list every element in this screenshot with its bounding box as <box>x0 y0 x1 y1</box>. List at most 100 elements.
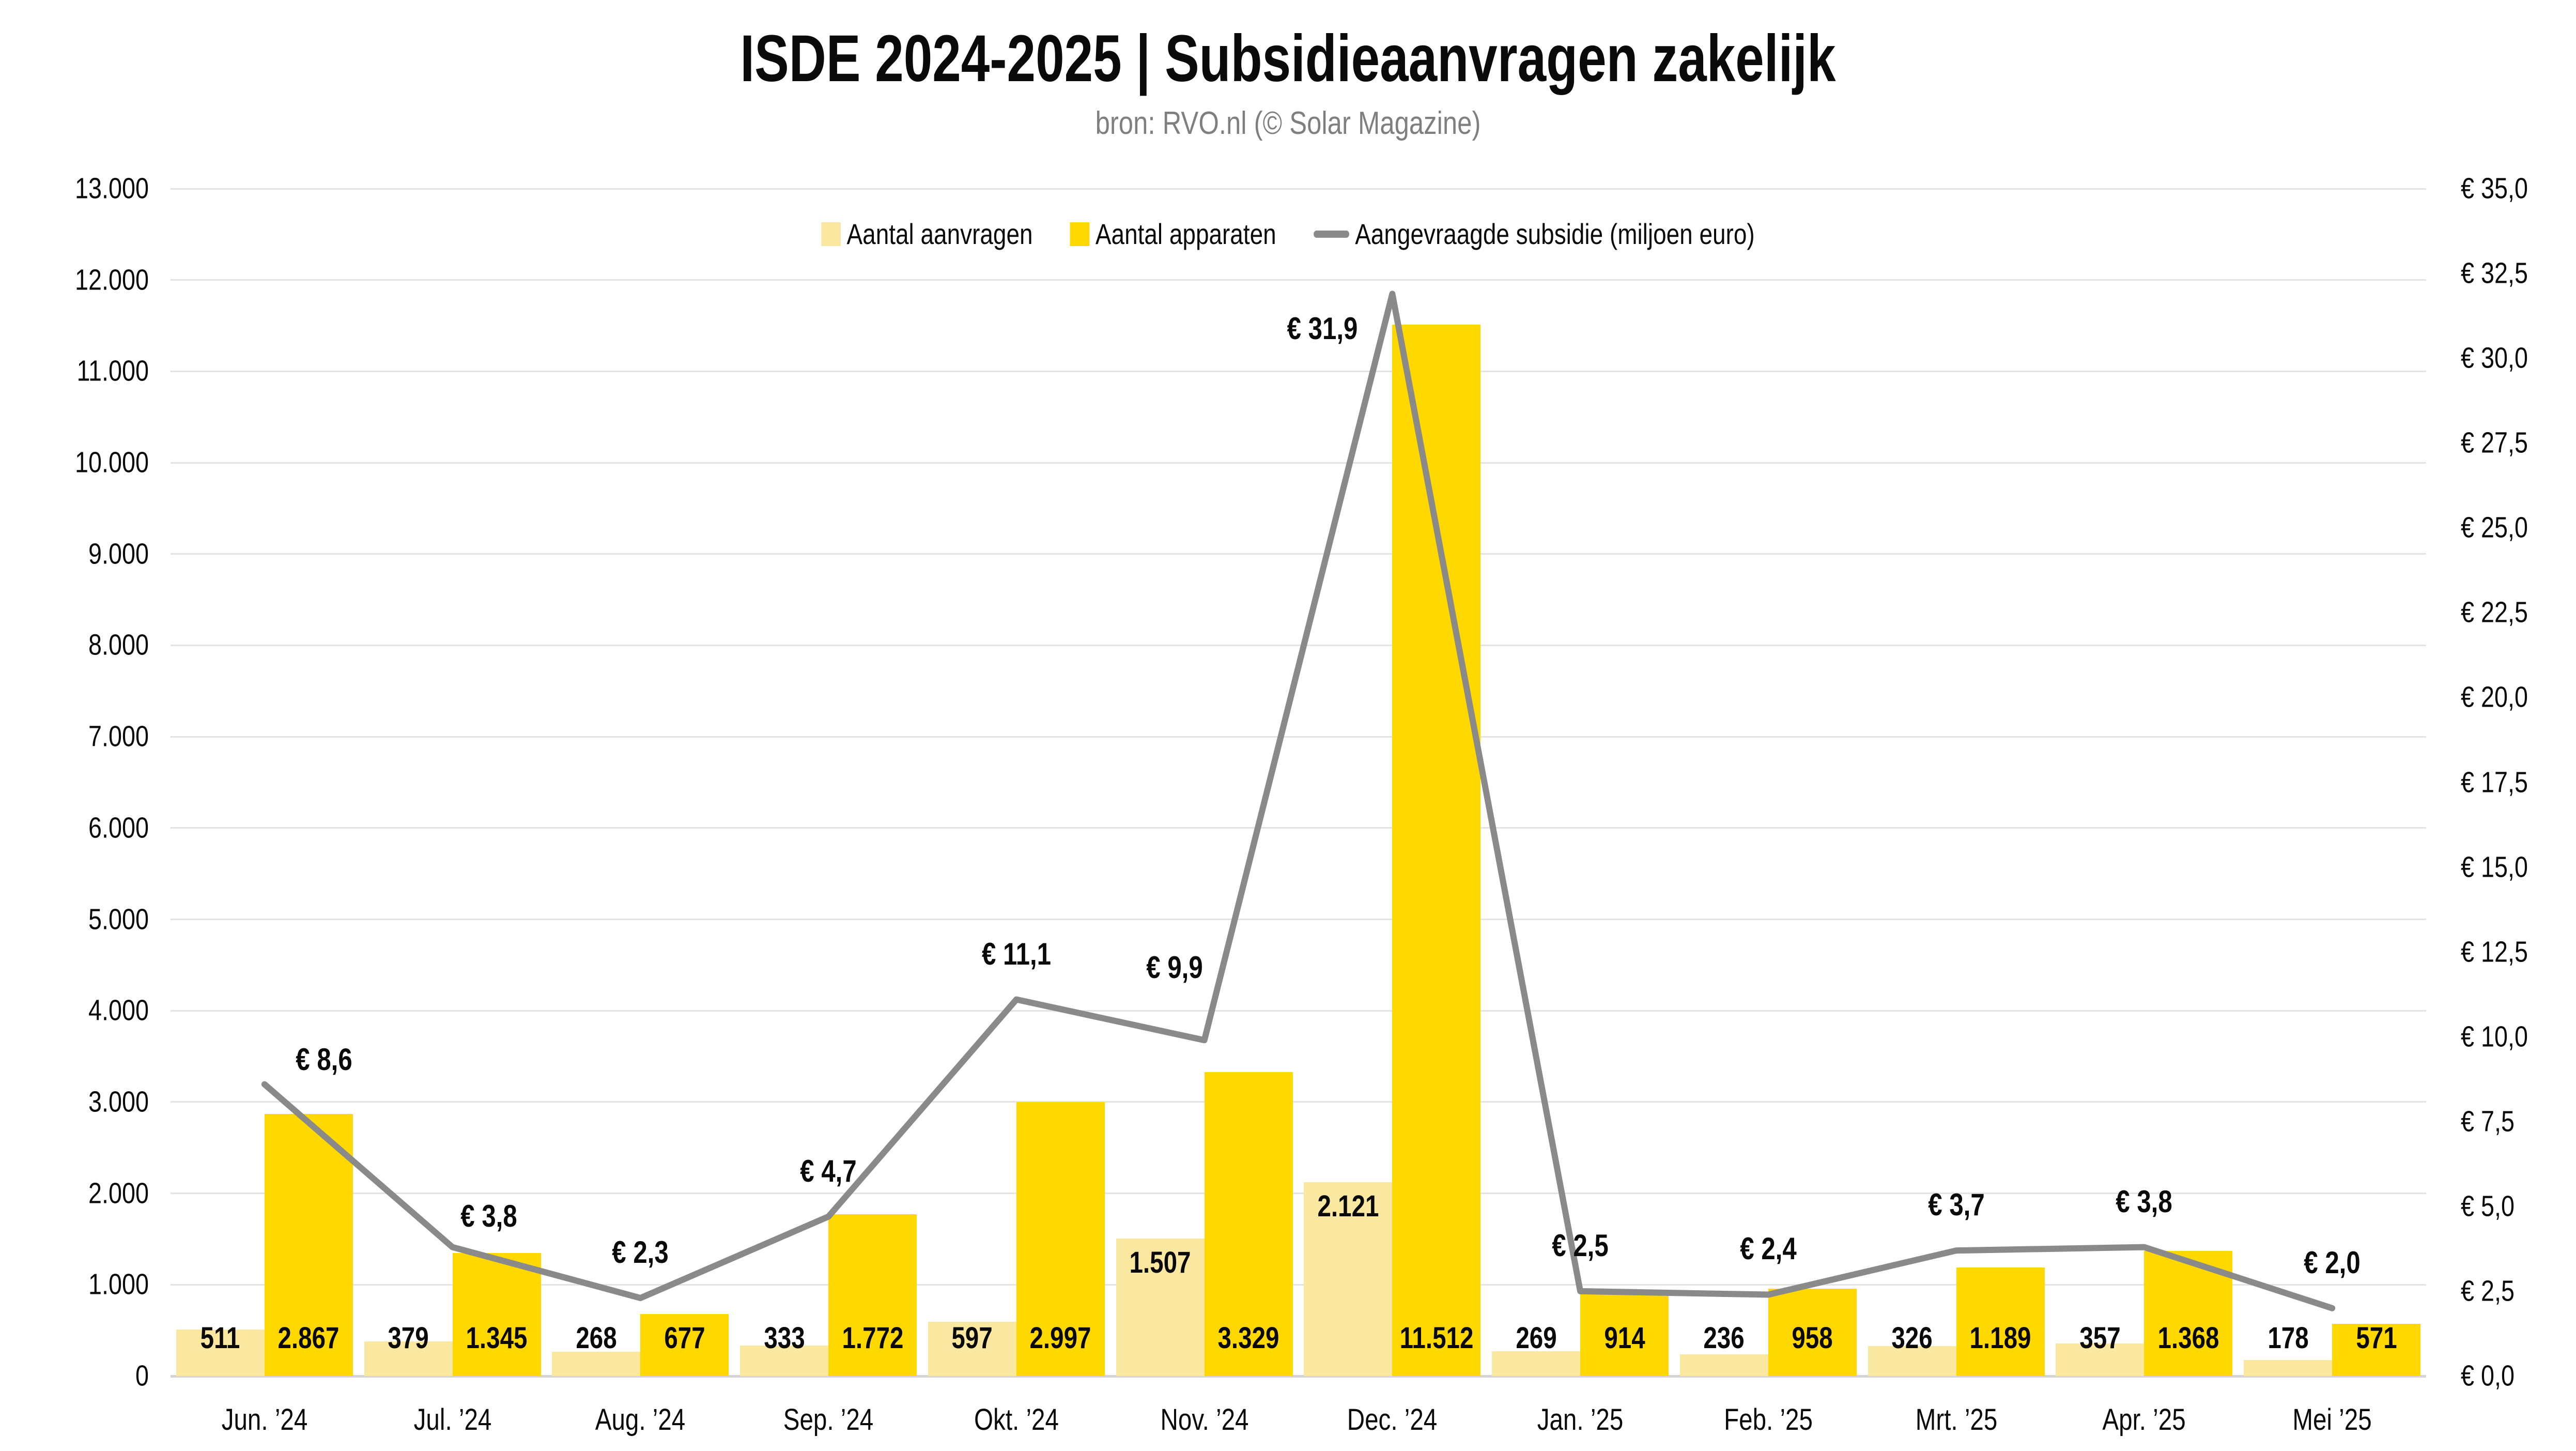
y-axis-tick-left: 4.000 <box>88 994 149 1027</box>
gridline <box>171 279 2426 281</box>
bar-value-label-aanvragen: 1.507 <box>1129 1245 1191 1279</box>
bar-value-label-apparaten: 11.512 <box>1399 1321 1474 1355</box>
gridline <box>171 919 2426 921</box>
line-point-label: € 2,5 <box>1552 1228 1609 1263</box>
gridline <box>171 188 2426 190</box>
line-point-label: € 3,8 <box>2116 1184 2173 1219</box>
y-axis-tick-right: € 7,5 <box>2461 1105 2515 1138</box>
y-axis-tick-right: € 27,5 <box>2461 426 2528 460</box>
x-axis-label: Sep. ’24 <box>783 1403 874 1437</box>
y-axis-tick-right: € 17,5 <box>2461 766 2528 799</box>
gridline <box>171 553 2426 555</box>
bar-aanvragen-11 <box>2244 1360 2333 1376</box>
bar-apparaten-0 <box>264 1114 353 1376</box>
bar-aanvragen-10 <box>2056 1343 2145 1376</box>
legend-line-icon <box>1313 231 1349 238</box>
y-axis-tick-left: 1.000 <box>88 1267 149 1301</box>
x-axis-label: Feb. ’25 <box>1723 1403 1813 1437</box>
bar-aanvragen-3 <box>740 1346 829 1376</box>
bar-apparaten-11 <box>2332 1324 2421 1376</box>
bar-value-label-apparaten: 1.772 <box>842 1321 904 1355</box>
line-point-label: € 11,1 <box>981 936 1051 971</box>
bar-apparaten-3 <box>828 1214 917 1376</box>
bar-value-label-apparaten: 1.345 <box>466 1321 528 1355</box>
gridline <box>171 736 2426 738</box>
gridline <box>171 370 2426 372</box>
y-axis-tick-left: 2.000 <box>88 1177 149 1210</box>
bar-value-label-apparaten: 914 <box>1603 1321 1645 1355</box>
bar-value-label-aanvragen: 269 <box>1515 1321 1557 1355</box>
line-point-label: € 31,9 <box>1287 311 1358 346</box>
gridline <box>171 1193 2426 1195</box>
bar-aanvragen-0 <box>176 1329 265 1376</box>
bar-aanvragen-1 <box>364 1341 453 1376</box>
bar-value-label-aanvragen: 268 <box>576 1321 617 1355</box>
bar-value-label-aanvragen: 178 <box>2267 1321 2309 1355</box>
y-axis-tick-left: 12.000 <box>75 263 149 297</box>
bar-apparaten-6 <box>1392 324 1481 1376</box>
gridline <box>171 644 2426 646</box>
y-axis-tick-right: € 32,5 <box>2461 256 2528 290</box>
bar-value-label-aanvragen: 2.121 <box>1317 1189 1379 1224</box>
bar-apparaten-9 <box>1956 1267 2045 1376</box>
legend-swatch-icon <box>821 222 841 246</box>
y-axis-tick-left: 0 <box>135 1359 149 1393</box>
line-point-label: € 2,0 <box>2304 1245 2361 1280</box>
x-axis-label: Nov. ’24 <box>1160 1403 1249 1437</box>
line-point-label: € 8,6 <box>296 1042 352 1077</box>
legend-swatch-icon <box>1070 222 1090 246</box>
x-axis-label: Apr. ’25 <box>2102 1403 2186 1437</box>
bar-value-label-apparaten: 2.867 <box>277 1321 340 1355</box>
page-title: ISDE 2024-2025 | Subsidieaanvragen zakel… <box>740 22 1836 96</box>
bar-aanvragen-4 <box>928 1321 1016 1376</box>
line-point-label: € 2,3 <box>612 1235 669 1270</box>
x-axis-label: Mei ’25 <box>2292 1403 2372 1437</box>
gridline <box>171 1101 2426 1103</box>
bar-value-label-aanvragen: 326 <box>1891 1321 1933 1355</box>
bar-apparaten-4 <box>1016 1102 1105 1376</box>
bar-apparaten-2 <box>640 1314 729 1376</box>
chart-subtitle: bron: RVO.nl (© Solar Magazine) <box>1095 105 1481 141</box>
bar-apparaten-1 <box>452 1253 541 1376</box>
x-axis-line <box>171 1374 2426 1378</box>
bar-value-label-aanvragen: 511 <box>200 1321 240 1355</box>
bar-value-label-apparaten: 1.189 <box>1969 1321 2031 1355</box>
bar-value-label-aanvragen: 333 <box>763 1321 805 1355</box>
bar-aanvragen-2 <box>552 1351 641 1376</box>
y-axis-tick-right: € 5,0 <box>2461 1189 2515 1223</box>
legend: Aantal aanvragen Aantal apparaten Aangevra… <box>232 218 2344 250</box>
y-axis-tick-right: € 2,5 <box>2461 1274 2515 1308</box>
bar-value-label-apparaten: 2.997 <box>1029 1321 1091 1355</box>
bar-value-label-aanvragen: 379 <box>388 1321 429 1355</box>
y-axis-tick-left: 3.000 <box>88 1085 149 1119</box>
y-axis-tick-left: 7.000 <box>88 720 149 753</box>
bar-value-label-aanvragen: 236 <box>1703 1321 1745 1355</box>
bar-value-label-aanvragen: 597 <box>951 1321 993 1355</box>
bar-apparaten-5 <box>1204 1072 1293 1376</box>
gridline <box>171 1010 2426 1012</box>
bar-value-label-apparaten: 677 <box>664 1321 705 1355</box>
bar-apparaten-8 <box>1768 1288 1857 1376</box>
bar-value-label-apparaten: 958 <box>1792 1321 1833 1355</box>
x-axis-label: Aug. ’24 <box>595 1403 686 1437</box>
y-axis-tick-right: € 25,0 <box>2461 511 2528 544</box>
gridline <box>171 1284 2426 1286</box>
y-axis-tick-left: 5.000 <box>88 903 149 936</box>
y-axis-tick-right: € 20,0 <box>2461 680 2528 714</box>
bar-value-label-apparaten: 3.329 <box>1217 1321 1279 1355</box>
bar-aanvragen-7 <box>1492 1351 1581 1376</box>
gridline <box>171 827 2426 829</box>
legend-item-label: Aantal aanvragen <box>846 218 1033 250</box>
x-axis-label: Mrt. ’25 <box>1915 1403 1997 1437</box>
y-axis-tick-left: 8.000 <box>88 628 149 662</box>
bar-aanvragen-8 <box>1679 1354 1768 1376</box>
legend-item-label: Aantal apparaten <box>1095 218 1276 250</box>
x-axis-label: Jul. ’24 <box>413 1403 491 1437</box>
subsidie-line <box>261 291 2336 1311</box>
y-axis-tick-right: € 35,0 <box>2461 172 2528 205</box>
y-axis-tick-right: € 15,0 <box>2461 850 2528 884</box>
y-axis-tick-left: 11.000 <box>76 354 149 388</box>
legend-item-2: Aangevraagde subsidie (miljoen euro) <box>1313 220 1755 249</box>
x-axis-label: Okt. ’24 <box>974 1403 1059 1437</box>
